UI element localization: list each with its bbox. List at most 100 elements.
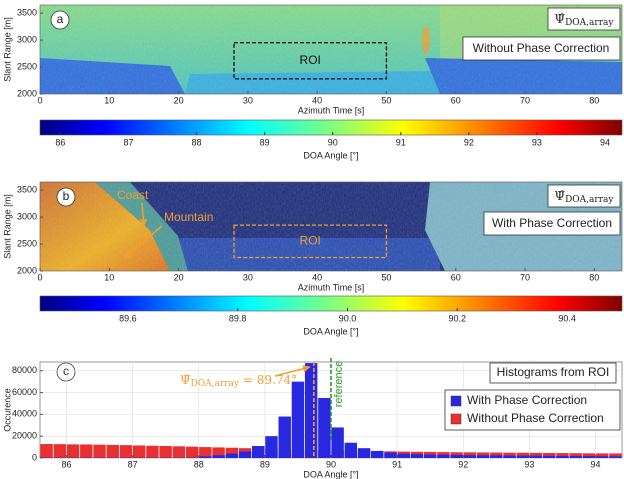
annotation: Mountain	[164, 210, 213, 224]
hist-bar	[225, 453, 239, 458]
hist-bar	[516, 452, 530, 458]
arrow	[123, 225, 163, 259]
annotation-text: = 89.74°	[243, 373, 297, 387]
symbol-box	[547, 184, 621, 208]
hist-bar	[582, 453, 596, 458]
hist-bar	[212, 447, 225, 458]
x-tick-label: 0	[37, 272, 42, 282]
reference-label: reference	[333, 361, 345, 407]
y-tick-label: 3500	[17, 184, 37, 194]
hist-bar	[397, 453, 410, 458]
y-tick-label: 3500	[17, 7, 37, 17]
plot-frame	[39, 4, 623, 95]
x-tick-label: 70	[520, 272, 530, 282]
x-tick-label: 60	[451, 95, 461, 105]
hist-bar	[503, 455, 516, 458]
hist-bar	[238, 451, 252, 458]
hist-bar	[516, 455, 530, 458]
x-tick-label: 87	[128, 459, 138, 469]
condition-label: With Phase Correction	[492, 216, 612, 230]
hist-bar	[384, 452, 397, 458]
hist-bar	[304, 363, 318, 458]
colorbar-tick-label: 88	[192, 137, 202, 147]
hist-bar	[529, 452, 543, 458]
hist-bar	[278, 416, 291, 458]
colorbar-tick-label: 90.2	[449, 313, 467, 323]
hist-bar	[503, 452, 516, 458]
colorbar-tick-label: 91	[396, 137, 406, 147]
hist-bar	[344, 442, 358, 458]
x-tick-label: 94	[591, 459, 601, 469]
roi-box	[233, 42, 388, 80]
y-tick-label: 80000	[12, 365, 37, 375]
y-axis-label: Occurence	[2, 388, 12, 432]
panel-badge	[56, 187, 76, 207]
condition-box	[462, 36, 621, 61]
panel-badge	[56, 362, 76, 382]
colorbar-label: DOA Angle [°]	[303, 326, 358, 336]
y-tick-label: 3000	[17, 211, 37, 221]
hist-bar	[569, 453, 582, 458]
chart-title: Histograms from ROI	[497, 365, 610, 379]
hist-bar	[450, 454, 463, 458]
x-tick-label: 92	[458, 459, 468, 469]
y-axis-label: Slant Range [m]	[2, 194, 12, 259]
legend-swatch	[450, 413, 462, 425]
x-tick-label: 0	[37, 95, 42, 105]
hist-bar	[212, 455, 225, 458]
hist-bar	[490, 455, 503, 458]
x-tick-label: 40	[312, 95, 322, 105]
x-tick-label: 70	[520, 95, 530, 105]
colorbar-tick-label: 87	[123, 137, 133, 147]
hist-bar	[199, 447, 212, 458]
hist-bar	[159, 446, 172, 458]
condition-label: Without Phase Correction	[473, 41, 610, 55]
roi-label: ROI	[300, 53, 321, 67]
hist-bar	[437, 454, 450, 458]
x-tick-label: 30	[243, 272, 253, 282]
x-axis-label: DOA Angle [°]	[303, 469, 358, 479]
hist-bar	[185, 446, 199, 458]
x-tick-label: 20	[174, 272, 184, 282]
legend-swatch	[450, 395, 462, 407]
hist-bar	[609, 456, 622, 458]
hist-bar	[609, 453, 622, 458]
roi-label: ROI	[300, 234, 321, 248]
hist-bar	[463, 455, 477, 458]
hist-bar	[595, 453, 609, 458]
panel-label: a	[57, 12, 64, 26]
hist-bar	[490, 452, 503, 458]
colorbar-tick-label: 93	[532, 137, 542, 147]
plot-frame	[39, 181, 623, 272]
hist-bar	[476, 455, 490, 458]
y-tick-label: 2500	[17, 61, 37, 71]
colorbar-tick-label: 90	[328, 137, 338, 147]
colorbar	[39, 295, 623, 312]
colorbar	[39, 119, 623, 136]
hist-bar	[569, 456, 582, 458]
x-tick-label: 50	[381, 272, 391, 282]
legend-box	[444, 389, 621, 431]
hist-bar	[331, 427, 344, 458]
hist-bar	[106, 444, 119, 458]
y-tick-label: 3000	[17, 34, 37, 44]
x-tick-label: 80	[589, 272, 599, 282]
x-tick-label: 50	[381, 95, 391, 105]
colorbar-tick-label: 94	[600, 137, 610, 147]
hist-bar	[476, 452, 490, 458]
x-tick-label: 90	[326, 459, 336, 469]
panel-label: b	[63, 189, 70, 203]
hist-bar	[410, 454, 424, 458]
x-tick-label: 10	[104, 95, 114, 105]
y-tick-label: 2000	[17, 88, 37, 98]
x-tick-label: 60	[451, 272, 461, 282]
colorbar-label: DOA Angle [°]	[303, 150, 358, 160]
hist-bar	[357, 448, 371, 458]
x-tick-label: 88	[194, 459, 204, 469]
hist-bar	[556, 453, 569, 458]
annotation: Coast	[117, 188, 149, 202]
y-tick-label: 40000	[12, 409, 37, 419]
colorbar-tick-label: 89	[260, 137, 270, 147]
x-tick-label: 20	[174, 95, 184, 105]
colorbar-tick-label: 92	[464, 137, 474, 147]
